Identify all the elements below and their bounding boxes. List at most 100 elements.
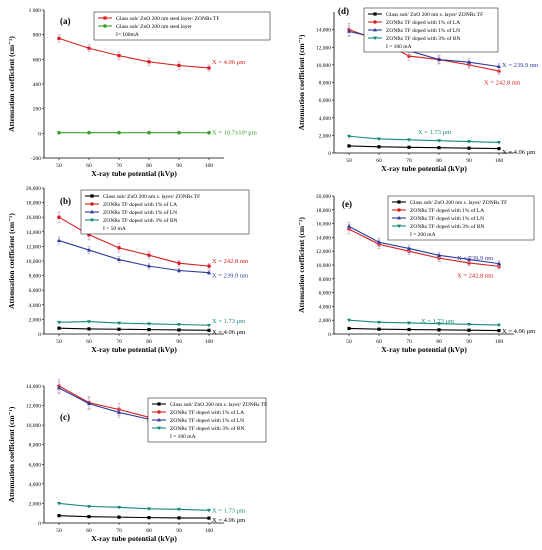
x-tick-label: 60 xyxy=(86,163,92,169)
y-tick-label: 8,000 xyxy=(319,277,332,283)
series-annotation: X = 242.8 nm xyxy=(484,80,520,87)
x-tick-label: 60 xyxy=(376,339,382,345)
data-point xyxy=(437,139,441,143)
data-point xyxy=(147,130,151,135)
series-annotation: X = 239.9 nm xyxy=(502,62,538,69)
data-point xyxy=(87,247,91,252)
legend-entry: Glass sub/ ZnO 200 nm s. layer/ ZONRs TF xyxy=(170,402,267,408)
data-point xyxy=(57,502,61,506)
chart-panel-a: -200 0 200 400 600 800 1 000 50 60 70 80 90 100 X-ray… xyxy=(7,8,271,178)
data-point xyxy=(117,54,121,58)
data-point xyxy=(377,327,381,331)
legend-swatch-marker xyxy=(90,194,94,198)
panel-label: (b) xyxy=(60,196,71,206)
x-tick-label: 90 xyxy=(466,158,472,164)
data-point xyxy=(147,322,151,326)
legend-swatch-marker xyxy=(373,36,377,41)
series-annotation: X = 1.73 μm xyxy=(212,507,245,514)
series-2 xyxy=(57,130,211,135)
x-tick-label: 50 xyxy=(56,339,62,345)
series-1 xyxy=(57,326,211,332)
data-point xyxy=(467,60,471,64)
y-tick-label: 12,000 xyxy=(316,45,331,51)
x-tick-label: 100 xyxy=(495,158,504,164)
data-point xyxy=(497,141,501,145)
series-annotation: X = 4.06 μm xyxy=(212,59,245,66)
x-tick-label: 100 xyxy=(205,163,214,169)
x-tick-label: 90 xyxy=(176,339,182,345)
data-point xyxy=(57,320,61,325)
x-tick-label: 70 xyxy=(406,339,412,345)
series-line xyxy=(348,225,500,265)
x-tick-label: 100 xyxy=(495,339,504,345)
x-axis-label: X-ray tube potential (kVp) xyxy=(91,534,177,543)
series-annotation: X = 242.8 nm xyxy=(457,272,493,279)
data-point xyxy=(407,246,411,250)
series-1 xyxy=(347,144,501,151)
data-point xyxy=(177,507,181,512)
legend: Glass sub/ ZnO 200 nm s. layer/ ZONRs TF… xyxy=(363,7,499,53)
y-tick-label: 8,000 xyxy=(29,443,42,449)
x-axis-label: X-ray tube potential (kVp) xyxy=(91,345,177,354)
x-tick-label: 100 xyxy=(205,339,214,345)
y-tick-label: 4,000 xyxy=(29,482,42,488)
data-point xyxy=(377,145,381,149)
data-point xyxy=(147,253,151,257)
y-tick-label: 2,000 xyxy=(319,318,332,324)
data-point xyxy=(497,328,501,333)
data-point xyxy=(437,328,441,332)
legend-entry: ZONRs TF doped with 1% of LA xyxy=(386,19,460,26)
x-tick-label: 70 xyxy=(116,528,122,534)
data-point xyxy=(117,505,121,510)
y-tick-label: 2,000 xyxy=(319,133,332,139)
y-tick-label: 0 xyxy=(38,131,41,137)
series-line xyxy=(58,240,210,274)
data-point xyxy=(347,144,351,148)
x-tick-label: 80 xyxy=(436,158,442,164)
legend-entry: ZONRs TF doped with 1% of LN xyxy=(386,27,460,34)
legend-box xyxy=(363,7,499,53)
x-tick-label: 70 xyxy=(116,163,122,169)
series-4 xyxy=(57,502,211,513)
legend-box xyxy=(93,11,271,41)
y-tick-label: 14,000 xyxy=(26,384,41,390)
x-tick-label: 50 xyxy=(346,158,352,164)
data-point xyxy=(377,320,381,325)
series-annotation: X = 1.73 μm xyxy=(421,318,454,325)
y-tick-label: 12,000 xyxy=(26,244,41,250)
data-point xyxy=(407,145,411,149)
legend-current: I = 100 mA xyxy=(170,434,196,440)
y-axis-label: Attenuation coefficient (cm⁻¹) xyxy=(297,217,306,313)
y-tick-label: 10,000 xyxy=(26,423,41,429)
data-point xyxy=(117,327,121,331)
y-tick-label: 10,000 xyxy=(26,259,41,265)
data-point xyxy=(207,508,211,513)
data-point xyxy=(117,130,121,135)
y-tick-label: 4,000 xyxy=(319,304,332,310)
y-tick-label: 6,000 xyxy=(29,288,42,294)
y-tick-label: 0 xyxy=(38,521,41,527)
data-point xyxy=(437,253,441,257)
data-point xyxy=(57,36,61,40)
series-line xyxy=(58,327,210,331)
series-annotation: X = 4.06 μm xyxy=(212,329,245,336)
data-point xyxy=(57,130,61,135)
data-point xyxy=(467,257,471,261)
legend-entry: Glass sub/ ZnO 200 nm s. layer/ ZONRs TF xyxy=(410,200,507,206)
y-tick-label: 12,000 xyxy=(316,249,331,255)
data-point xyxy=(147,328,151,332)
data-point xyxy=(147,507,151,512)
data-point xyxy=(437,322,441,326)
series-annotation: X = 242.8 nm xyxy=(212,258,248,265)
chart-panel-b: 0 2,000 4,000 6,000 8,000 10,000 12,000 14,000 1… xyxy=(7,186,250,354)
x-axis-label: X-ray tube potential (kVp) xyxy=(91,169,177,178)
x-tick-label: 60 xyxy=(86,528,92,534)
x-tick-label: 80 xyxy=(436,339,442,345)
data-point xyxy=(437,146,441,150)
series-line xyxy=(58,37,210,69)
y-tick-label: 2,000 xyxy=(29,317,42,323)
legend-swatch-marker xyxy=(373,12,377,16)
x-tick-label: 50 xyxy=(56,528,62,534)
data-point xyxy=(467,140,471,144)
data-point xyxy=(467,322,471,327)
